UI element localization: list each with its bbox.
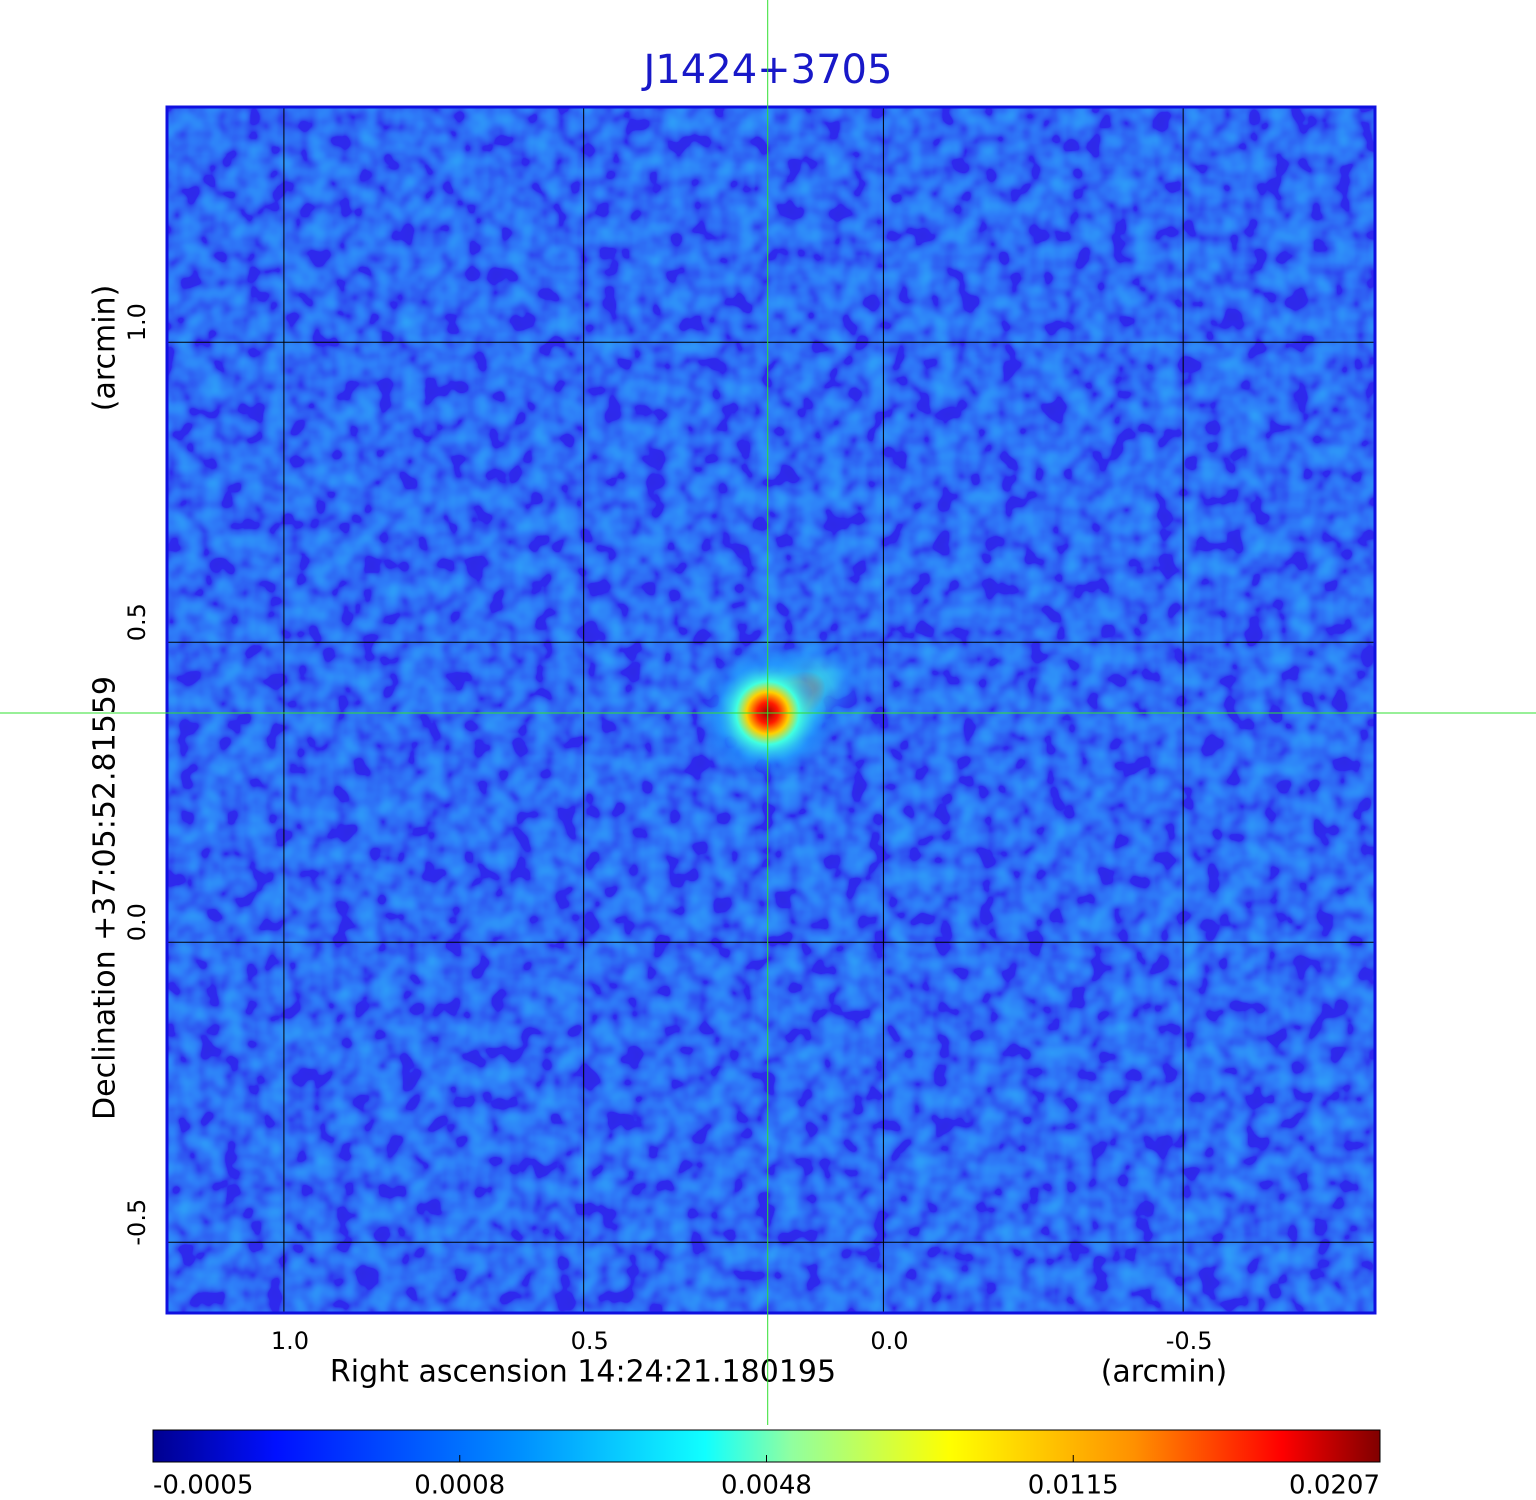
x-tick-label: -0.5 bbox=[1166, 1327, 1213, 1355]
colorbar-tick-label: 0.0115 bbox=[1028, 1471, 1119, 1500]
x-tick-label: 1.0 bbox=[271, 1327, 309, 1355]
colorbar-tick-label: 0.0207 bbox=[1289, 1471, 1380, 1500]
chart-title: J1424+3705 bbox=[641, 47, 893, 93]
y-axis-unit: (arcmin) bbox=[88, 285, 123, 412]
y-tick-label: 0.5 bbox=[123, 603, 151, 641]
colorbar-tick-label: 0.0048 bbox=[721, 1471, 812, 1500]
y-tick-label: 1.0 bbox=[123, 303, 151, 341]
plot-frame bbox=[165, 105, 1377, 1315]
x-tick-label: 0.5 bbox=[571, 1327, 609, 1355]
x-tick-label: 0.0 bbox=[870, 1327, 908, 1355]
x-axis-label: Right ascension 14:24:21.180195 bbox=[330, 1355, 836, 1390]
y-tick-label: 0.0 bbox=[123, 903, 151, 941]
y-axis-label: Declination +37:05:52.81559 bbox=[88, 676, 123, 1120]
x-axis-unit: (arcmin) bbox=[1101, 1355, 1228, 1390]
marks bbox=[167, 107, 1375, 1313]
colorbar-tick-label: 0.0008 bbox=[414, 1471, 505, 1500]
image bbox=[167, 107, 1375, 1313]
colorbar-tick-label: -0.0005 bbox=[153, 1471, 253, 1500]
y-tick-label: -0.5 bbox=[123, 1199, 151, 1246]
